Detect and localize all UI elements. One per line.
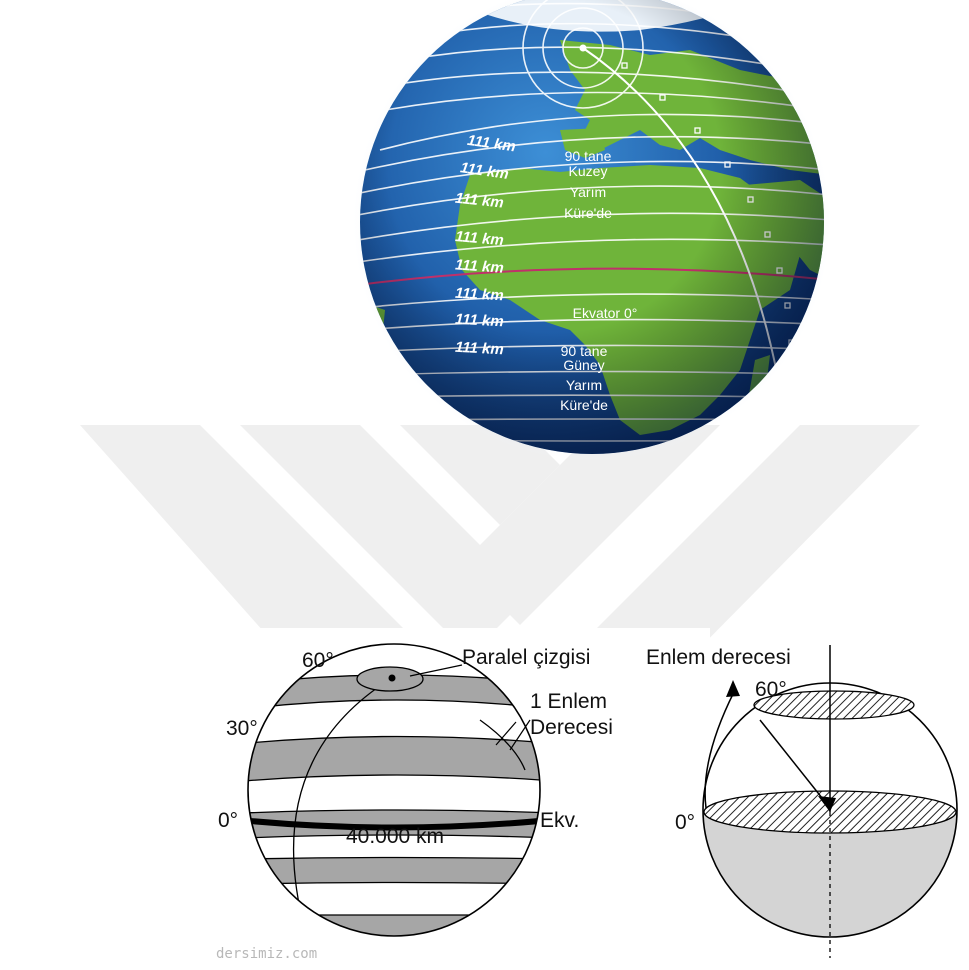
north-hemisphere-text: 90 tane [565, 148, 612, 164]
latitude-angle-diagram: Enlem derecesi 60° 0° [646, 645, 958, 958]
latitude-degree-label: 1 Enlem [530, 690, 607, 713]
circumference-label: 40.000 km [346, 825, 444, 848]
latitude-60-label: 60° [755, 678, 787, 701]
distance-label: 111 km [455, 311, 504, 331]
latitude-radius [759, 719, 831, 809]
equator-band [248, 817, 540, 831]
north-hemisphere-text: Kuzey [569, 163, 608, 179]
site-credit: dersimiz.com [216, 946, 317, 962]
latitude-30-label: 30° [226, 717, 258, 740]
angle-arrowhead [726, 680, 740, 697]
band-edge-curve [479, 719, 526, 771]
distance-label: 111 km [454, 190, 504, 212]
north-hemisphere-text: Küre'de [564, 205, 612, 221]
latitude-0-label: 0° [218, 809, 238, 832]
angle-arc [704, 691, 735, 809]
latitude-degree-label: Derecesi [530, 716, 613, 739]
parallel-line-label: Paralel çizgisi [462, 646, 590, 669]
distance-label: 111 km [455, 285, 504, 305]
meridian-curve [293, 677, 393, 931]
south-hemisphere-text: 90 tane [561, 343, 608, 359]
equator-abbrev-label: Ekv. [540, 809, 579, 832]
latitude-degree-title: Enlem derecesi [646, 646, 791, 669]
earth-globe: 111 km 111 km 111 km 111 km 111 km 111 k… [352, 0, 832, 462]
latitude-0-label: 0° [675, 811, 695, 834]
distance-label: 111 km [459, 159, 510, 183]
center-arrow [818, 796, 836, 812]
equator-label: Ekvator 0° [573, 305, 638, 321]
latitude-60-label: 60° [302, 649, 334, 672]
distance-label: 111 km [466, 132, 517, 156]
distance-label: 111 km [455, 256, 505, 276]
south-hemisphere-text: Küre'de [560, 397, 608, 413]
south-hemisphere-text: Yarım [566, 377, 602, 393]
latitude-bands-diagram: 60° 30° 0° Paralel çizgisi 1 Enlem Derec… [210, 628, 710, 970]
parallel-60-plane [753, 690, 915, 720]
distance-label: 111 km [455, 339, 504, 359]
north-hemisphere-text: Yarım [570, 184, 606, 200]
distance-label: 111 km [454, 228, 504, 249]
south-hemisphere-text: Güney [563, 357, 604, 373]
